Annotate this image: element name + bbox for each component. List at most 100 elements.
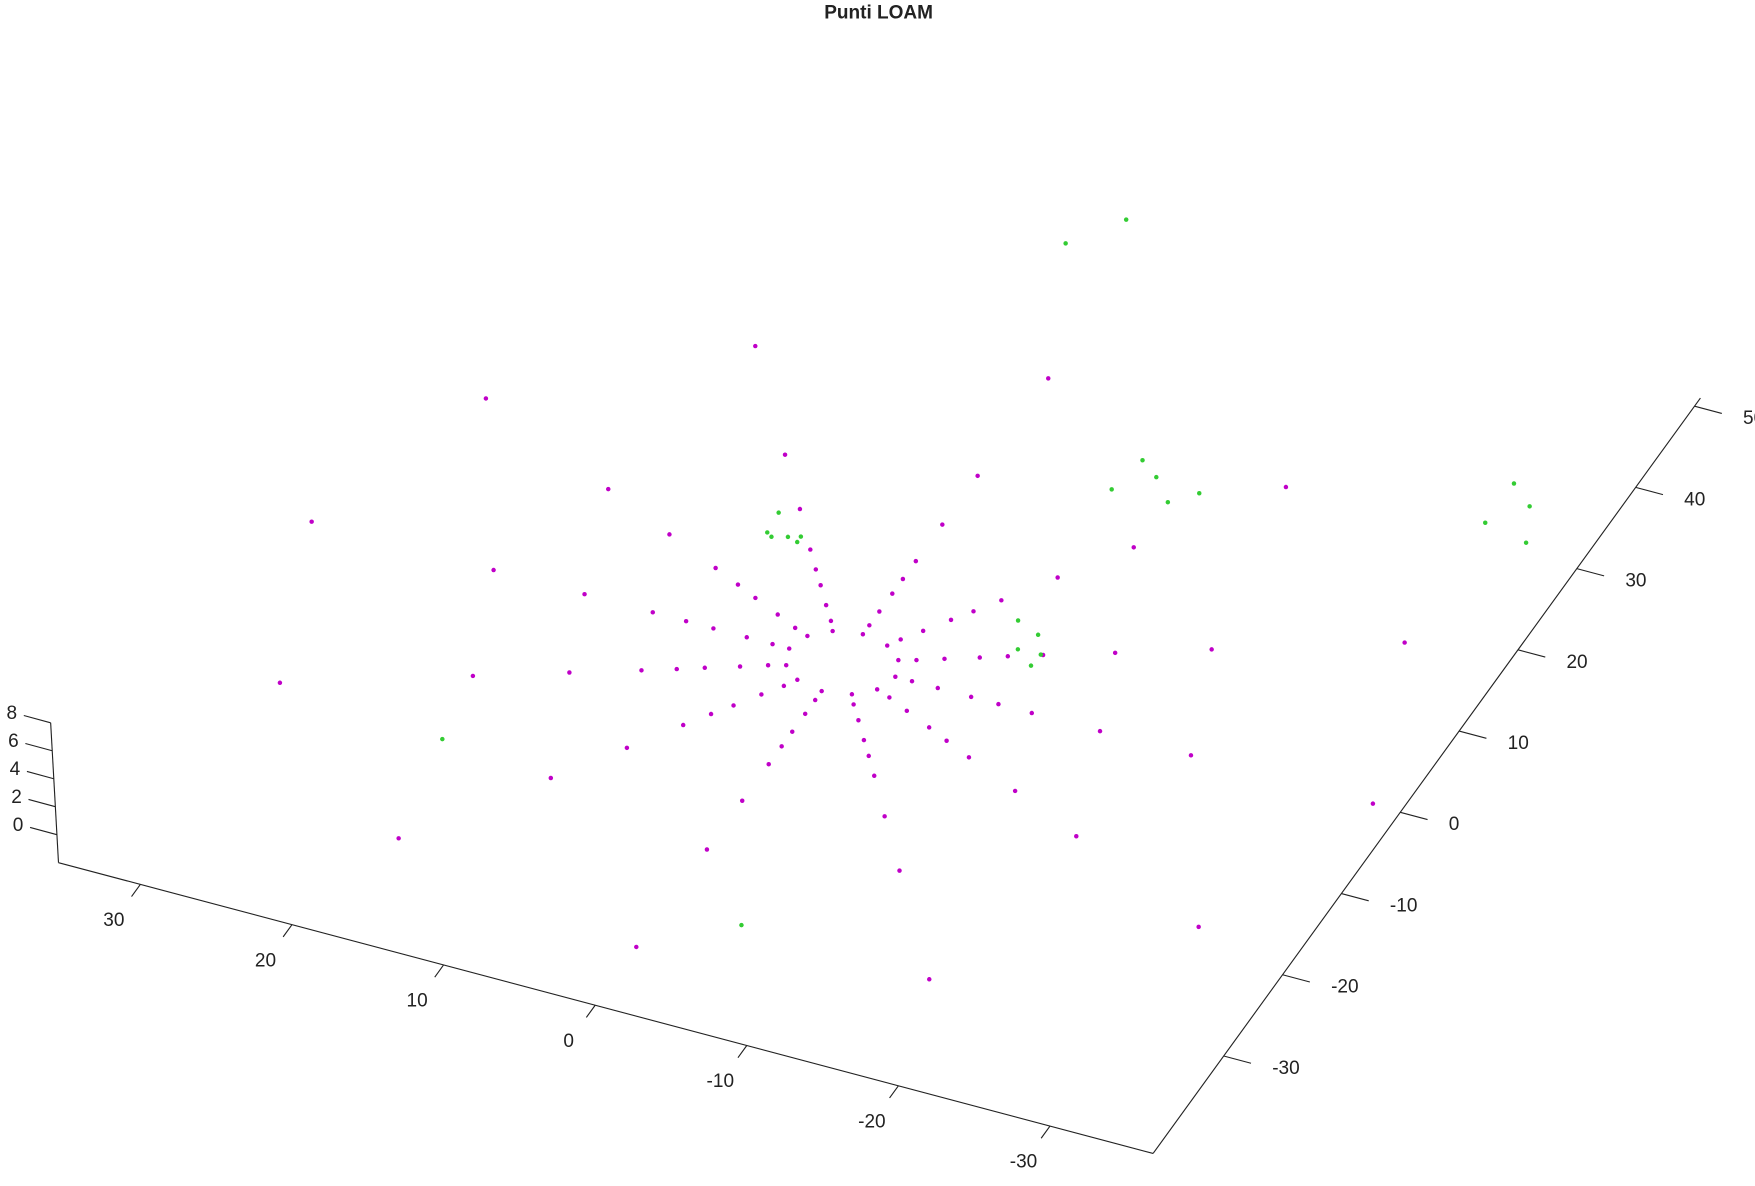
point xyxy=(1523,540,1529,545)
point xyxy=(1283,484,1289,490)
point xyxy=(927,977,932,982)
point xyxy=(871,773,877,779)
z-tick xyxy=(29,826,58,836)
point xyxy=(882,814,887,819)
point xyxy=(650,610,656,615)
point xyxy=(1028,663,1034,668)
point xyxy=(797,506,803,512)
x-tick xyxy=(131,884,141,897)
point xyxy=(713,565,718,571)
point xyxy=(1370,801,1376,806)
point xyxy=(1074,834,1079,839)
point xyxy=(877,609,882,614)
y-tick xyxy=(1517,649,1546,658)
point xyxy=(805,633,810,639)
point xyxy=(920,628,926,634)
point xyxy=(975,473,980,479)
point xyxy=(634,944,639,950)
y-tick xyxy=(1223,1055,1252,1064)
z-axis xyxy=(50,722,60,863)
point xyxy=(765,530,770,535)
point xyxy=(277,680,283,686)
x-tick-label: -10 xyxy=(707,1071,734,1092)
point xyxy=(860,632,866,637)
z-tick-label: 8 xyxy=(7,703,18,724)
point xyxy=(739,922,744,928)
point xyxy=(667,532,672,537)
point xyxy=(766,761,771,767)
x-tick-label: 20 xyxy=(255,950,276,971)
point xyxy=(731,703,736,708)
point xyxy=(942,656,947,662)
point xyxy=(813,567,819,572)
point xyxy=(744,635,750,640)
point xyxy=(1029,710,1035,716)
point xyxy=(935,685,941,691)
point xyxy=(770,641,775,647)
point xyxy=(396,836,401,841)
point xyxy=(606,486,611,492)
point xyxy=(851,702,856,707)
z-tick xyxy=(28,798,56,808)
point xyxy=(830,628,835,634)
y-tick xyxy=(1458,730,1487,739)
point xyxy=(818,583,823,588)
z-tick-label: 2 xyxy=(11,787,22,808)
point xyxy=(711,626,716,631)
point xyxy=(802,711,808,717)
point xyxy=(849,692,855,697)
point xyxy=(1005,654,1011,659)
point xyxy=(798,534,804,539)
point xyxy=(782,452,788,457)
point xyxy=(775,612,780,617)
point xyxy=(898,637,903,642)
y-tick xyxy=(1576,568,1605,577)
chart-title: Punti LOAM xyxy=(824,2,933,23)
point xyxy=(779,744,784,749)
point xyxy=(1063,241,1068,246)
point xyxy=(996,701,1001,707)
point xyxy=(896,657,901,663)
point xyxy=(440,736,445,742)
point xyxy=(1483,520,1488,525)
point xyxy=(737,664,743,669)
point xyxy=(861,737,867,743)
y-tick xyxy=(1341,892,1369,902)
point xyxy=(683,618,689,624)
point xyxy=(704,847,710,852)
x-tick xyxy=(585,1004,596,1018)
point xyxy=(702,665,708,671)
point xyxy=(783,662,789,668)
point xyxy=(1015,647,1021,652)
point xyxy=(893,674,898,680)
point xyxy=(812,697,818,703)
point xyxy=(639,668,644,673)
point xyxy=(708,711,714,717)
point xyxy=(548,775,554,781)
point xyxy=(470,673,476,679)
point xyxy=(781,683,787,689)
point xyxy=(624,745,630,751)
point xyxy=(794,539,800,545)
point xyxy=(828,618,834,624)
point xyxy=(926,725,932,730)
point xyxy=(1112,650,1118,656)
x-tick-label: -20 xyxy=(858,1111,885,1132)
point xyxy=(1015,618,1021,623)
point xyxy=(904,708,910,714)
point xyxy=(483,396,489,401)
y-tick-label: 50 xyxy=(1743,408,1755,429)
x-tick xyxy=(889,1085,899,1099)
z-tick xyxy=(23,714,51,724)
x-tick xyxy=(282,924,293,938)
point xyxy=(1527,504,1532,509)
point xyxy=(1046,376,1051,381)
y-tick-label: 0 xyxy=(1449,814,1460,835)
point xyxy=(948,617,954,623)
point xyxy=(999,598,1004,603)
point xyxy=(867,623,872,628)
point xyxy=(1097,728,1103,734)
point xyxy=(674,666,679,672)
point xyxy=(808,547,813,552)
point xyxy=(968,694,974,700)
